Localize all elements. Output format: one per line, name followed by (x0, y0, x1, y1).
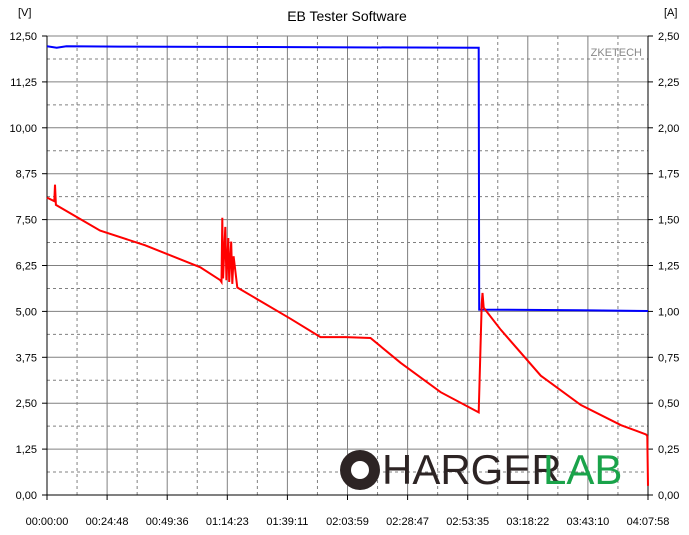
y-tick-label-right: 0,00 (658, 490, 679, 502)
x-tick-label: 00:49:36 (146, 516, 189, 528)
x-tick-label: 01:14:23 (206, 516, 249, 528)
y-tick-label-right: 0,50 (658, 398, 679, 410)
axes: 00:00:00 00:24:48 00:49:36 01:14:23 01:39:11… (9, 31, 679, 528)
y-axis-left-label: [V] (18, 7, 31, 19)
chart-title: EB Tester Software (287, 8, 407, 24)
x-tick-label: 02:28:47 (386, 516, 429, 528)
y-tick-label-left: 10,00 (9, 123, 37, 135)
y-tick-label-left: 6,25 (16, 261, 37, 273)
y-tick-label-left: 11,25 (10, 77, 37, 89)
x-tick-label: 00:24:48 (86, 516, 129, 528)
y-tick-label-left: 2,50 (16, 398, 37, 410)
zketech-label: ZKETECH (591, 47, 642, 59)
y-tick-label-right: 1,50 (658, 215, 679, 227)
y-tick-label-right: 0,75 (658, 352, 679, 364)
y-tick-label-left: 12,50 (9, 31, 37, 43)
y-tick-label-right: 2,00 (658, 123, 679, 135)
logo-green-text: LAB (543, 446, 622, 493)
y-axis-right-label: [A] (664, 7, 677, 19)
y-tick-label-left: 1,25 (16, 444, 37, 456)
y-tick-label-left: 0,00 (16, 490, 37, 502)
x-tick-label: 00:00:00 (26, 516, 69, 528)
x-tick-label: 03:43:10 (566, 516, 609, 528)
series-layer (46, 45, 649, 486)
y-tick-label-right: 2,25 (658, 77, 679, 89)
series-line-current (46, 184, 649, 486)
x-tick-label: 03:18:22 (506, 516, 549, 528)
y-tick-label-right: 1,25 (658, 261, 679, 273)
x-tick-label: 04:07:58 (627, 516, 670, 528)
x-tick-label: 02:03:59 (326, 516, 369, 528)
chargerlab-logo: HARGER LAB (340, 446, 622, 493)
x-tick-label: 02:53:35 (446, 516, 489, 528)
grid (46, 35, 649, 496)
logo-dark-text: HARGER (382, 446, 562, 493)
y-tick-label-right: 0,25 (658, 444, 679, 456)
series-line-voltage (46, 45, 649, 312)
y-tick-label-right: 2,50 (658, 31, 679, 43)
y-tick-label-right: 1,75 (658, 169, 679, 181)
y-tick-label-left: 3,75 (16, 352, 37, 364)
y-tick-label-left: 7,50 (16, 215, 37, 227)
y-tick-label-left: 5,00 (16, 306, 37, 318)
x-tick-label: 01:39:11 (266, 516, 308, 528)
y-tick-label-left: 8,75 (16, 169, 37, 181)
y-tick-label-right: 1,00 (658, 306, 679, 318)
